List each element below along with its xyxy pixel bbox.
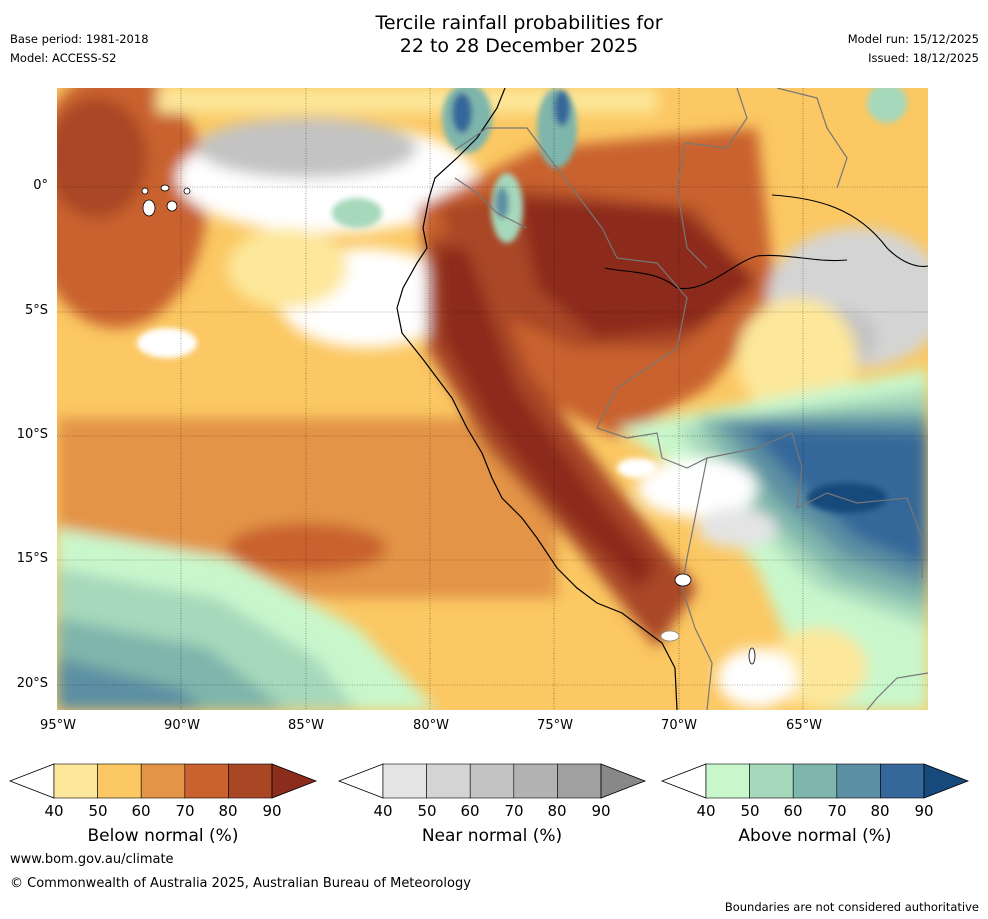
- copyright-text: © Commonwealth of Australia 2025, Austra…: [10, 876, 471, 891]
- near-tick-90: 90: [591, 802, 611, 820]
- base-period-label: Base period: 1981-2018: [10, 32, 149, 46]
- lon-label-2: 85°W: [288, 718, 324, 733]
- near-tick-70: 70: [504, 802, 524, 820]
- above-tick-70: 70: [827, 802, 847, 820]
- above-colorbar-segment: [836, 763, 881, 799]
- below-tick-60: 60: [131, 802, 151, 820]
- above-normal-colorbar: [660, 763, 970, 799]
- above-tick-80: 80: [870, 802, 890, 820]
- website-link[interactable]: www.bom.gov.au/climate: [10, 852, 174, 867]
- above-normal-title: Above normal (%): [738, 826, 892, 846]
- below-colorbar-segment: [184, 763, 229, 799]
- below-normal-colorbar: [8, 763, 318, 799]
- model-run-label: Model run: 15/12/2025: [847, 32, 979, 46]
- near-colorbar-segment: [469, 763, 515, 799]
- near-tick-80: 80: [547, 802, 567, 820]
- near-tick-60: 60: [460, 802, 480, 820]
- near-colorbar-low-arrow: [337, 763, 384, 799]
- above-colorbar-high-arrow: [923, 763, 970, 799]
- lat-label-1: 5°S: [24, 303, 48, 318]
- title-line-2: 22 to 28 December 2025: [399, 35, 639, 57]
- near-tick-40: 40: [373, 802, 393, 820]
- above-colorbar-segment: [705, 763, 750, 799]
- above-tick-50: 50: [740, 802, 760, 820]
- above-tick-90: 90: [914, 802, 934, 820]
- near-colorbar-segment: [513, 763, 558, 799]
- below-tick-90: 90: [262, 802, 282, 820]
- lat-label-3: 15°S: [16, 551, 48, 566]
- above-colorbar-low-arrow: [660, 763, 707, 799]
- disclaimer-text: Boundaries are not considered authoritat…: [724, 900, 979, 914]
- near-colorbar-high-arrow: [600, 763, 647, 799]
- above-tick-60: 60: [783, 802, 803, 820]
- coastline: [396, 88, 678, 710]
- lon-label-0: 95°W: [40, 718, 76, 733]
- near-colorbar-segment: [426, 763, 471, 799]
- below-tick-80: 80: [218, 802, 238, 820]
- near-tick-50: 50: [417, 802, 437, 820]
- near-colorbar-segment: [382, 763, 427, 799]
- below-normal-title: Below normal (%): [87, 826, 239, 846]
- lon-label-3: 80°W: [413, 718, 449, 733]
- colorbars: [8, 763, 970, 799]
- lon-label-4: 75°W: [537, 718, 573, 733]
- below-colorbar-segment: [228, 763, 273, 799]
- lon-label-1: 90°W: [164, 718, 200, 733]
- lat-label-2: 10°S: [16, 427, 48, 442]
- below-colorbar-segment: [140, 763, 186, 799]
- issued-label: Issued: 18/12/2025: [868, 51, 979, 65]
- map-canvas: [57, 88, 928, 710]
- lat-label-0: 0°: [33, 178, 48, 193]
- above-colorbar-segment: [880, 763, 925, 799]
- lat-label-4: 20°S: [16, 676, 48, 691]
- near-colorbar-segment: [557, 763, 602, 799]
- below-colorbar-low-arrow: [8, 763, 55, 799]
- near-normal-title: Near normal (%): [421, 826, 563, 846]
- above-colorbar-segment: [792, 763, 838, 799]
- below-colorbar-high-arrow: [271, 763, 318, 799]
- below-tick-70: 70: [175, 802, 195, 820]
- model-label: Model: ACCESS-S2: [10, 51, 117, 65]
- below-colorbar-segment: [53, 763, 98, 799]
- lon-label-5: 70°W: [661, 718, 697, 733]
- below-colorbar-segment: [97, 763, 142, 799]
- graticule: [57, 88, 928, 710]
- below-tick-40: 40: [44, 802, 64, 820]
- above-colorbar-segment: [749, 763, 794, 799]
- rainfall-map: [57, 88, 928, 710]
- title-line-1: Tercile rainfall probabilities for: [375, 12, 663, 34]
- above-tick-40: 40: [696, 802, 716, 820]
- below-tick-50: 50: [88, 802, 108, 820]
- map-title: Tercile rainfall probabilities for 22 to…: [0, 12, 988, 58]
- near-normal-colorbar: [337, 763, 647, 799]
- country-borders: [454, 88, 928, 710]
- lon-label-6: 65°W: [786, 718, 822, 733]
